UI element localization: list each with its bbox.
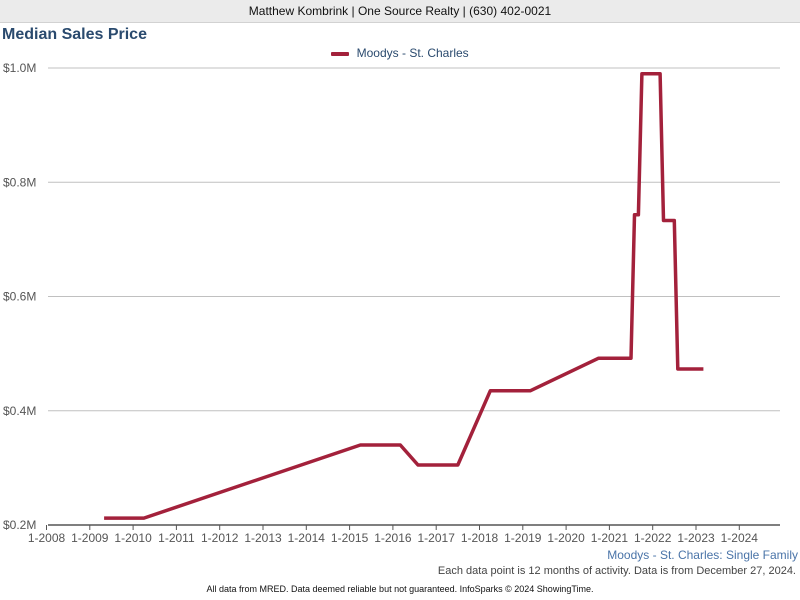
data-source-footer: All data from MRED. Data deemed reliable…	[206, 584, 594, 594]
x-tick-label: 1-2013	[244, 531, 282, 545]
y-tick-label: $0.2M	[3, 518, 36, 532]
y-tick-label: $0.8M	[3, 175, 36, 189]
x-tick-label: 1-2024	[721, 531, 759, 545]
y-tick-label: $1.0M	[3, 61, 36, 75]
x-tick-label: 1-2019	[504, 531, 542, 545]
x-tick-label: 1-2016	[374, 531, 412, 545]
x-tick-label: 1-2022	[634, 531, 672, 545]
series-line-moodys-st-charles	[104, 71, 704, 520]
x-tick-label: 1-2018	[461, 531, 499, 545]
x-tick-label: 1-2009	[71, 531, 109, 545]
chart-title: Median Sales Price	[2, 26, 147, 43]
x-tick-label: 1-2010	[114, 531, 152, 545]
y-tick-label: $0.6M	[3, 290, 36, 304]
legend-line-swatch-icon	[331, 51, 350, 56]
x-tick-label: 1-2012	[201, 531, 239, 545]
x-tick-label: 1-2021	[591, 531, 629, 545]
x-tick-label: 1-2014	[288, 531, 326, 545]
x-tick-label: 1-2020	[547, 531, 585, 545]
chart-legend[interactable]: Moodys - St. Charles	[0, 46, 800, 60]
x-tick-label: 1-2023	[677, 531, 715, 545]
x-tick-label: 1-2011	[158, 531, 195, 545]
x-tick-label: 1-2017	[418, 531, 456, 545]
data-note: Each data point is 12 months of activity…	[437, 565, 796, 577]
realtor-header-text: Matthew Kombrink | One Source Realty | (…	[248, 4, 552, 18]
x-tick-label: 1-2015	[331, 531, 369, 545]
y-tick-label: $0.4M	[3, 404, 36, 418]
chart-subtitle: Moodys - St. Charles: Single Family	[607, 548, 798, 562]
legend-series-label: Moodys - St. Charles	[356, 46, 469, 60]
x-tick-label: 1-2008	[28, 531, 66, 545]
realtor-header: Matthew Kombrink | One Source Realty | (…	[0, 0, 800, 23]
